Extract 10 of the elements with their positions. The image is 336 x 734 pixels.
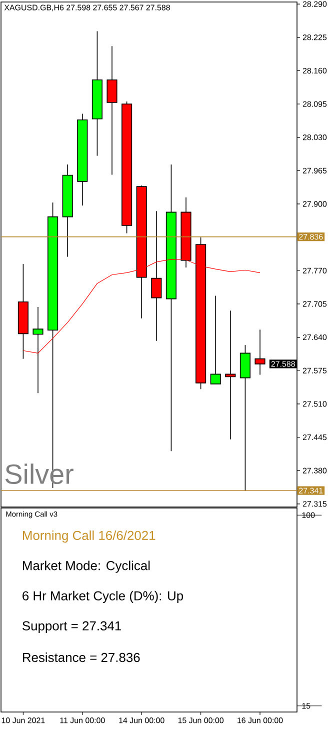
text: Market Mode: Cyclical — [22, 560, 150, 573]
candlestick — [210, 295, 221, 384]
candlestick — [225, 310, 236, 440]
text: 6 Hr Market Cycle (D%): Up — [22, 590, 184, 603]
text: Resistance = 27.836 — [22, 652, 140, 662]
text: Support = 27.341 — [22, 621, 122, 633]
text: Morning Call 16/6/2021 — [22, 530, 156, 543]
candlestick — [254, 329, 266, 376]
candlestick — [106, 46, 118, 176]
candlestick — [32, 306, 44, 394]
